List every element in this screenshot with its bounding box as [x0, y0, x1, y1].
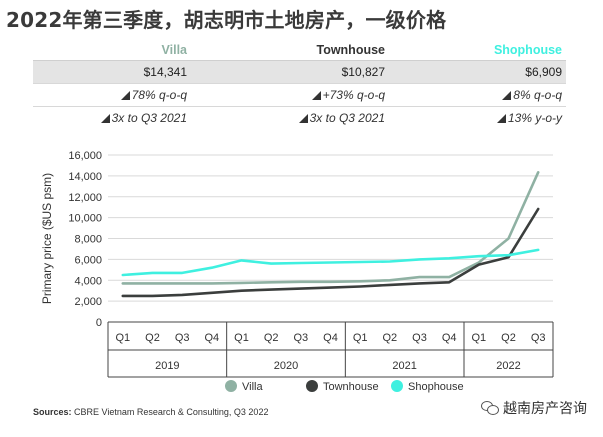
up-triangle-icon — [311, 91, 321, 100]
source-note: Sources: CBRE Vietnam Research & Consult… — [33, 407, 268, 417]
y-tick-label: 10,000 — [68, 213, 102, 225]
y-tick-label: 4,000 — [74, 275, 102, 287]
header-villa: Villa — [161, 43, 187, 57]
x-tick-label: Q2 — [264, 332, 279, 344]
up-triangle-icon — [120, 91, 130, 100]
x-tick-label: Q1 — [115, 332, 130, 344]
x-tick-label: Q4 — [204, 332, 219, 344]
legend-label: Townhouse — [323, 381, 379, 393]
summary-table: Villa Townhouse Shophouse $14,341 $10,82… — [33, 40, 566, 129]
watermark: 越南房产咨询 — [481, 398, 587, 418]
summary-yoy-row: 3x to Q3 2021 3x to Q3 2021 13% y-o-y — [33, 106, 566, 129]
up-triangle-icon — [496, 114, 506, 123]
source-text: CBRE Vietnam Research & Consulting, Q3 2… — [71, 407, 269, 417]
legend-marker — [391, 380, 403, 392]
series-line-shophouse — [121, 248, 540, 277]
watermark-text: 越南房产咨询 — [503, 401, 587, 417]
year-label: 2020 — [274, 360, 298, 372]
header-shophouse: Shophouse — [493, 43, 562, 57]
legend-marker — [306, 380, 318, 392]
y-tick-label: 8,000 — [74, 234, 102, 246]
summary-header-row: Villa Townhouse Shophouse — [33, 40, 566, 61]
y-tick-label: 14,000 — [68, 171, 102, 183]
yoy-townhouse: 3x to Q3 2021 — [309, 111, 385, 125]
x-tick-label: Q1 — [234, 332, 249, 344]
qoq-townhouse: +73% q-o-q — [322, 88, 385, 102]
legend-label: Villa — [242, 381, 263, 393]
qoq-villa: 78% q-o-q — [131, 88, 187, 102]
legend-label: Shophouse — [408, 381, 464, 393]
up-triangle-icon — [502, 91, 512, 100]
y-tick-label: 0 — [96, 317, 102, 329]
x-tick-label: Q2 — [145, 332, 160, 344]
summary-price-row: $14,341 $10,827 $6,909 — [33, 60, 566, 84]
yoy-shophouse: 13% y-o-y — [507, 111, 562, 125]
x-tick-label: Q3 — [293, 332, 308, 344]
source-label: Sources: — [33, 407, 72, 417]
x-tick-label: Q2 — [501, 332, 516, 344]
price-villa: $14,341 — [33, 60, 191, 84]
qoq-shophouse: 8% q-o-q — [513, 88, 562, 102]
series-line-villa — [121, 170, 540, 285]
y-tick-label: 12,000 — [68, 192, 102, 204]
year-label: 2022 — [496, 360, 520, 372]
x-tick-label: Q3 — [412, 332, 427, 344]
wechat-icon — [481, 401, 499, 415]
x-tick-label: Q4 — [442, 332, 457, 344]
x-tick-label: Q2 — [382, 332, 397, 344]
year-label: 2019 — [155, 360, 179, 372]
y-axis-label: Primary price ($US psm) — [40, 173, 54, 304]
price-shophouse: $6,909 — [389, 60, 566, 84]
x-tick-label: Q3 — [531, 332, 546, 344]
price-townhouse: $10,827 — [191, 60, 389, 84]
up-triangle-icon — [100, 114, 110, 123]
up-triangle-icon — [298, 114, 308, 123]
series-line-townhouse — [121, 207, 540, 298]
summary-qoq-row: 78% q-o-q +73% q-o-q 8% q-o-q — [33, 83, 566, 107]
x-tick-label: Q1 — [353, 332, 368, 344]
y-tick-label: 16,000 — [68, 150, 102, 162]
legend-marker — [225, 380, 237, 392]
year-label: 2021 — [392, 360, 416, 372]
line-chart: 0 2,000 4,000 6,000 8,000 10,000 12,000 14,000 1… — [40, 150, 554, 393]
yoy-villa: 3x to Q3 2021 — [111, 111, 187, 125]
x-tick-label: Q3 — [175, 332, 190, 344]
chart-title: 2022年第三季度，胡志明市土地房产，一级价格 — [6, 8, 447, 32]
x-tick-label: Q1 — [471, 332, 486, 344]
y-tick-label: 2,000 — [74, 296, 102, 308]
y-tick-label: 6,000 — [74, 254, 102, 266]
x-tick-label: Q4 — [323, 332, 338, 344]
header-townhouse: Townhouse — [316, 43, 385, 57]
